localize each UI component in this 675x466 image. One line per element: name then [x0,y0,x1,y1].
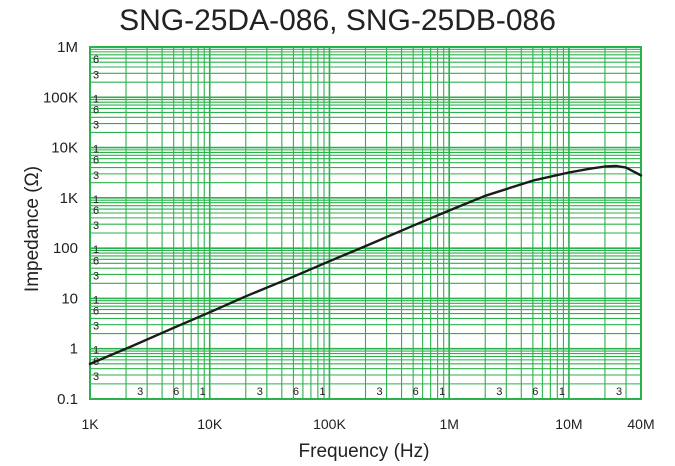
x-minor-tick-label: 1 [200,386,206,398]
y-minor-tick-label: 3 [93,69,99,81]
y-tick-label: 0.1 [57,391,78,408]
y-minor-tick-label: 3 [93,170,99,182]
x-tick-label: 10K [197,416,223,432]
y-tick-label: 10 [61,290,78,307]
major-grid [89,46,642,400]
x-tick-label: 40M [627,416,654,432]
x-minor-tick-label: 6 [293,386,299,398]
y-minor-tick-label: 1 [93,144,99,156]
x-minor-tick-label: 1 [559,386,565,398]
x-minor-tick-label: 1 [439,386,445,398]
y-tick-label: 10K [51,140,78,157]
y-tick-label: 1M [57,39,78,56]
y-minor-tick-label: 3 [93,270,99,282]
y-axis-title: Impedance (Ω) [22,166,43,292]
x-minor-tick-label: 1 [319,386,325,398]
y-minor-tick-label: 6 [93,306,99,318]
minor-grid [90,47,641,399]
x-tick-label: 10M [555,416,582,432]
x-tick-label: 1M [439,416,458,432]
y-tick-label: 100K [43,89,78,106]
x-axis-title: Frequency (Hz) [299,441,430,462]
x-minor-tick-label: 6 [173,386,179,398]
y-minor-tick-label: 6 [93,155,99,167]
y-minor-tick-label: 6 [93,104,99,116]
y-minor-tick-label: 1 [93,194,99,206]
x-minor-tick-label: 3 [137,386,143,398]
x-minor-tick-label: 3 [616,386,622,398]
y-minor-tick-label: 1 [93,93,99,105]
y-minor-tick-label: 3 [93,120,99,132]
y-tick-label: 1 [70,341,78,358]
y-minor-tick-label: 3 [93,220,99,232]
y-minor-tick-label: 6 [93,54,99,66]
y-minor-tick-label: 6 [93,205,99,217]
plot-frame [89,46,642,400]
y-minor-tick-label: 1 [93,244,99,256]
y-minor-tick-label: 3 [93,371,99,383]
y-minor-tick-label: 1 [93,294,99,306]
y-minor-tick-label: 6 [93,255,99,267]
chart-title: SNG-25DA-086, SNG-25DB-086 [119,4,556,37]
x-minor-tick-label: 3 [257,386,263,398]
impedance-curve [88,164,643,366]
x-minor-tick-label: 3 [496,386,502,398]
x-minor-tick-label: 6 [532,386,538,398]
x-tick-label: 1K [81,416,99,432]
y-minor-tick-label: 3 [93,321,99,333]
x-tick-label: 100K [313,416,346,432]
x-axis-ticks: 1K 10K 100K 1M 10M 40M [81,416,654,432]
x-minor-tick-label: 3 [377,386,383,398]
y-tick-label: 1K [60,190,78,207]
y-axis-ticks: 0.1 1 10 100 1K 10K 100K 1M [43,39,78,408]
x-minor-tick-label: 6 [413,386,419,398]
y-tick-label: 100 [53,240,78,257]
y-minor-tick-label: 1 [93,345,99,357]
